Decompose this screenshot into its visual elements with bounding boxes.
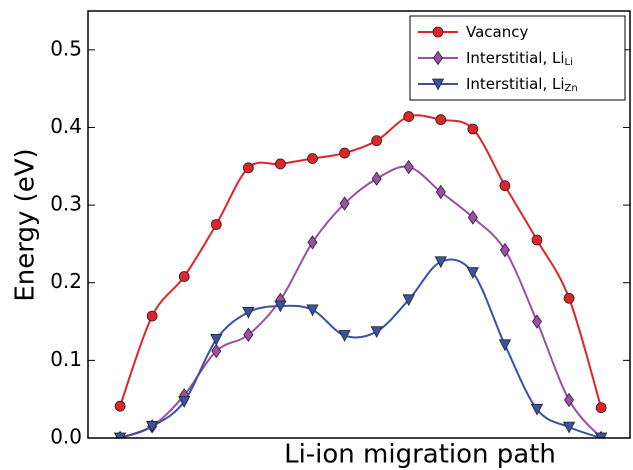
point [435,114,447,126]
legend-subscript: Zn [565,83,578,94]
point [307,235,318,250]
point [370,326,383,339]
plot-frame [87,10,631,439]
line [119,258,602,438]
point [371,135,383,147]
y-axis-label: Energy (eV) [11,148,41,301]
point [595,402,607,414]
y-tick-label: 0.1 [50,347,82,371]
point [338,330,351,342]
legend-name: Vacancy [466,23,528,41]
point [146,310,158,322]
legend-marker [433,50,443,66]
legend-subscript: Li [565,57,573,68]
point [243,327,254,342]
y-tick-label: 0.2 [50,269,82,293]
point [531,234,543,246]
point [466,267,480,279]
point [371,171,382,186]
point [403,111,415,122]
point [402,294,415,307]
point [242,162,254,174]
line [119,165,602,438]
x-axis-label: Li-ion migration path [284,440,556,470]
y-tick-label: 0.3 [50,192,82,216]
legend-label: Interstitial, LiZn [466,75,578,95]
point [435,184,446,200]
point [274,300,287,313]
point [403,159,414,175]
legend-marker [431,78,445,91]
point [306,304,319,317]
point [467,210,478,225]
legend-marker [432,26,444,38]
point [499,180,511,192]
point [275,158,286,170]
point [499,242,510,258]
point [562,421,576,434]
y-tick-label: 0.5 [50,36,82,60]
point [178,396,191,408]
point [339,147,350,159]
point [339,196,350,211]
point [178,271,190,282]
point [498,339,512,352]
point [210,219,222,230]
y-tick-label: 0.4 [50,114,82,138]
y-tick-label: 0.0 [50,425,82,449]
legend-name: Interstitial, Li [466,75,565,93]
legend-label: Vacancy [466,23,528,41]
point [145,420,159,433]
point [467,123,479,135]
point [434,256,447,269]
point [211,343,222,359]
point [564,392,575,408]
legend-label: Interstitial, LiLi [466,49,573,69]
series [113,256,608,438]
point [113,432,127,438]
point [307,153,318,164]
point [114,400,126,412]
point [594,432,608,438]
legend-name: Interstitial, Li [466,49,565,67]
point [563,292,575,304]
point [210,334,223,346]
point [242,306,255,319]
series [115,159,607,438]
point [530,403,544,416]
series [114,111,607,414]
line [119,114,603,409]
point [532,314,542,329]
